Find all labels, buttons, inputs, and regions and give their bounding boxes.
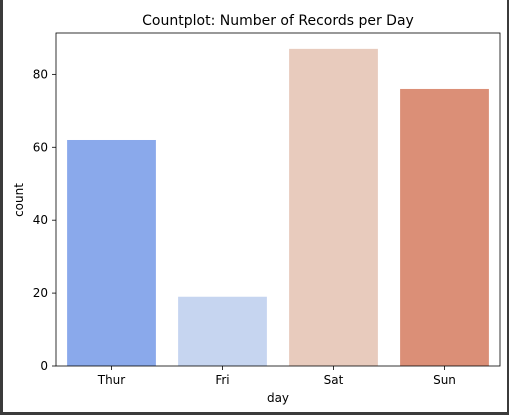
y-axis-label: count [12,183,26,217]
y-tick-label: 0 [40,359,48,373]
chart-title: Countplot: Number of Records per Day [142,13,414,29]
bottom-border [0,412,509,415]
y-tick-label: 80 [33,67,48,81]
bars-group [67,48,489,367]
y-tick-label: 20 [33,286,48,300]
right-border [507,0,509,415]
bar-fri [178,296,267,366]
x-axis-label: day [267,391,289,405]
y-tick-label: 40 [33,213,48,227]
x-tick-label: Sat [324,373,344,387]
y-axis-ticks: 0 20 40 60 80 [33,67,56,373]
left-border [0,0,3,415]
x-tick-label: Thur [97,373,126,387]
bar-sat [289,48,378,366]
plot-area-frame [55,32,501,367]
y-tick-label: 60 [33,140,48,154]
x-tick-label: Sun [433,373,456,387]
x-tick-label: Fri [215,373,229,387]
bar-thur [67,139,156,366]
bar-sun [400,88,489,367]
x-axis-ticks: Thur Fri Sat Sun [97,366,456,387]
